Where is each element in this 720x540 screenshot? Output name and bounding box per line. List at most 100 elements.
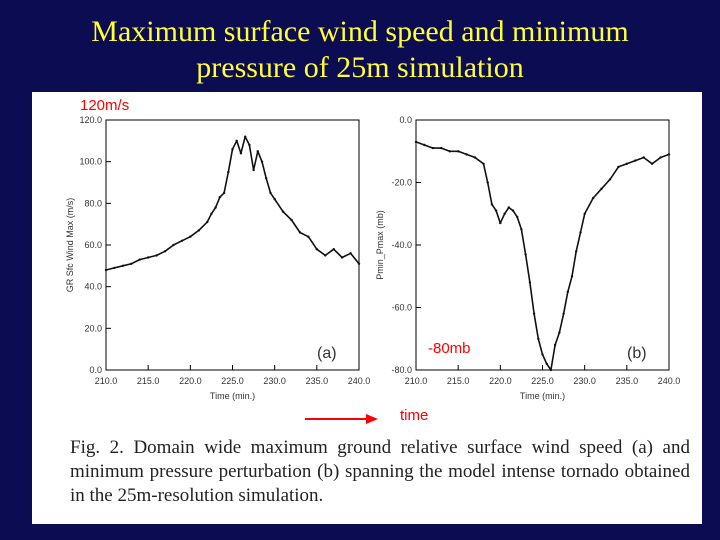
data-point-wind (315, 248, 318, 251)
y-tick-label-a: 120.0 (79, 115, 102, 125)
data-point-pressure (440, 146, 443, 150)
data-point-pressure (617, 165, 620, 169)
y-tick-label-b: 0.0 (399, 115, 412, 125)
data-point-wind (235, 139, 238, 142)
data-point-wind (210, 212, 213, 215)
data-point-pressure (528, 281, 532, 284)
data-point-pressure (473, 156, 477, 159)
data-point-wind (130, 262, 133, 265)
data-point-wind (260, 160, 264, 163)
data-point-wind (197, 229, 200, 232)
data-point-wind (273, 198, 276, 201)
slide-title: Maximum surface wind speed and minimum p… (0, 14, 720, 86)
data-point-pressure (486, 181, 489, 184)
y-tick-label-a: 0.0 (89, 365, 102, 375)
x-axis-label-b: Time (min.) (520, 391, 565, 401)
data-point-pressure (566, 290, 569, 294)
data-point-wind (357, 262, 361, 265)
data-point-pressure (591, 196, 595, 200)
data-point-pressure (625, 162, 628, 165)
data-point-wind (281, 210, 285, 213)
y-tick-label-b: -60.0 (391, 303, 412, 313)
data-point-pressure (600, 187, 603, 190)
data-point-pressure (583, 212, 586, 215)
data-point-wind (290, 218, 293, 222)
data-point-wind (121, 264, 125, 267)
annotation-pressure-min: -80mb (428, 340, 471, 357)
y-tick-label-a: 100.0 (79, 157, 102, 167)
panel-label-b: (b) (627, 345, 647, 362)
data-point-wind (256, 150, 259, 153)
data-point-wind (307, 235, 310, 238)
y-tick-label-b: -20.0 (391, 178, 412, 188)
x-tick-label-a: 240.0 (348, 376, 371, 386)
data-point-pressure (490, 203, 494, 206)
data-point-wind (138, 258, 141, 261)
y-tick-label-b: -40.0 (391, 240, 412, 250)
data-point-pressure (507, 206, 510, 209)
y-axis-label-b: Pmin_Pmax (mb) (375, 210, 385, 280)
data-point-wind (113, 266, 116, 270)
data-point-pressure (532, 312, 536, 315)
x-tick-label-a: 225.0 (221, 376, 244, 386)
y-tick-label-a: 80.0 (84, 198, 102, 208)
data-point-pressure (499, 221, 502, 225)
data-point-pressure (431, 146, 435, 150)
data-point-wind (218, 195, 222, 199)
data-point-pressure (562, 312, 565, 315)
x-tick-label-a: 220.0 (179, 376, 202, 386)
data-point-wind (206, 220, 209, 224)
x-tick-label-b: 210.0 (405, 376, 428, 386)
data-point-wind (324, 254, 327, 257)
x-tick-label-a: 230.0 (263, 376, 286, 386)
data-point-pressure (549, 368, 553, 372)
data-point-wind (248, 143, 251, 147)
y-tick-label-a: 20.0 (84, 323, 102, 333)
data-point-pressure (553, 343, 557, 347)
data-point-pressure (537, 337, 540, 340)
data-point-pressure (414, 140, 418, 144)
y-tick-label-a: 40.0 (84, 282, 102, 292)
figure-panel: 210.0 215.0 220.0 225.0 230.0 235.0 240.0 0.0 20… (32, 92, 702, 524)
x-axis-label-a: Time (min.) (210, 391, 255, 401)
data-point-pressure (465, 153, 468, 156)
data-point-wind (172, 243, 175, 247)
data-point-pressure (575, 250, 578, 253)
annotation-wind-max: 120m/s (80, 97, 129, 114)
panel-label-a: (a) (317, 345, 337, 362)
data-point-wind (214, 206, 217, 209)
data-point-wind (180, 239, 184, 242)
x-tick-label-b: 240.0 (658, 376, 681, 386)
data-point-wind (332, 248, 335, 251)
time-arrow-head (366, 414, 378, 424)
x-tick-label-a: 235.0 (306, 376, 329, 386)
y-tick-label-a: 60.0 (84, 240, 102, 250)
x-tick-label-a: 215.0 (137, 376, 160, 386)
chart-min-pressure: 210.0 215.0 220.0 225.0 230.0 235.0 240.0 0.0 -2… (375, 115, 680, 401)
data-point-pressure (524, 253, 527, 256)
data-point-wind (252, 168, 255, 172)
x-tick-label-b: 220.0 (489, 376, 512, 386)
data-point-wind (349, 252, 352, 255)
data-point-pressure (659, 156, 662, 159)
data-point-pressure (579, 231, 582, 234)
data-point-pressure (541, 353, 544, 356)
data-point-wind (231, 148, 234, 151)
x-tick-label-b: 235.0 (616, 376, 639, 386)
data-point-wind (104, 268, 108, 272)
data-point-pressure (634, 159, 637, 162)
data-point-pressure (423, 143, 426, 147)
series-line-wind (105, 135, 360, 271)
data-point-wind (155, 254, 158, 257)
data-point-wind (163, 250, 167, 253)
data-point-pressure (511, 209, 515, 212)
plot-frame-b (415, 119, 670, 371)
data-point-pressure (545, 362, 548, 365)
data-point-pressure (570, 275, 574, 278)
data-point-pressure (482, 162, 485, 165)
x-tick-label-b: 225.0 (531, 376, 554, 386)
annotation-time: time (400, 407, 428, 424)
data-point-wind (244, 135, 247, 138)
plot-frame-a (105, 119, 360, 371)
data-point-pressure (667, 153, 671, 156)
